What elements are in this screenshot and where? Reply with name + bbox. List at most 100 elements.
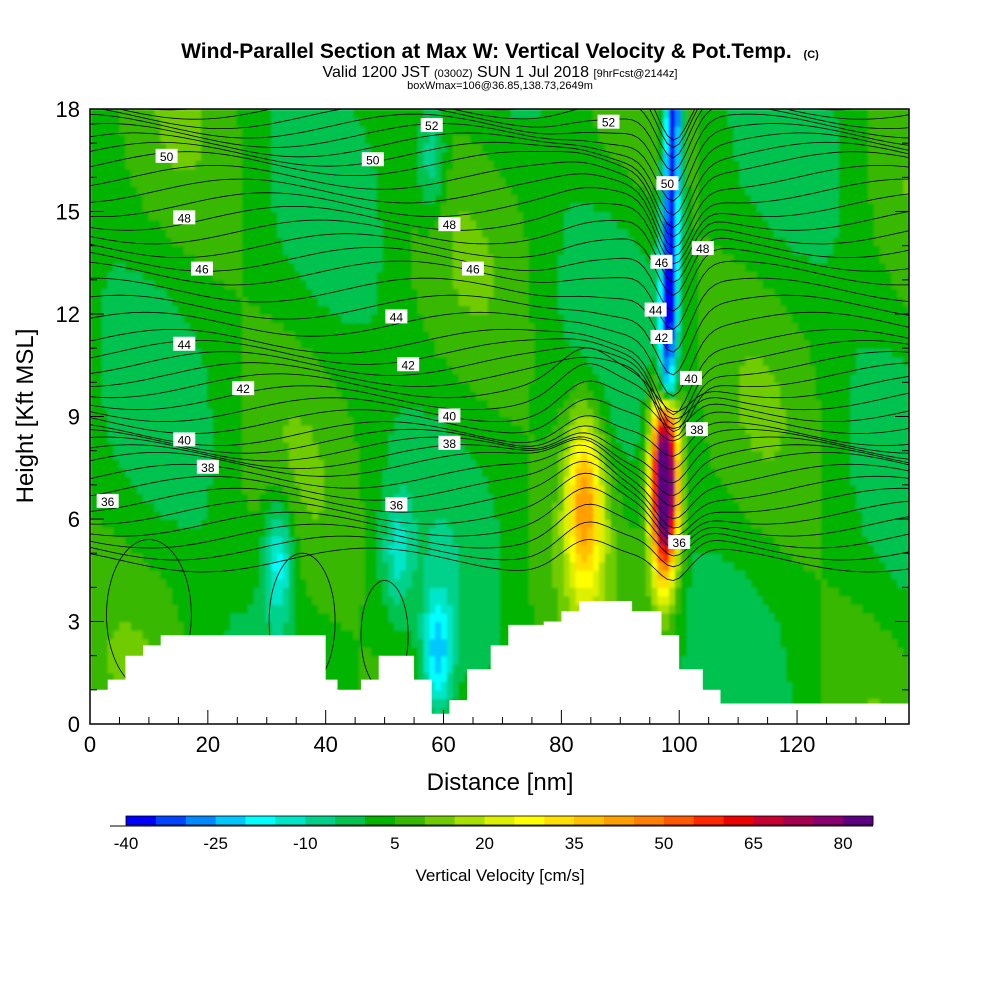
velocity-cell <box>598 493 606 503</box>
velocity-cell <box>663 595 670 606</box>
velocity-cell <box>522 561 530 571</box>
velocity-cell <box>704 433 711 443</box>
velocity-cell <box>639 536 647 546</box>
velocity-cell <box>786 698 793 708</box>
velocity-cell <box>411 587 419 597</box>
velocity-cell <box>394 527 401 537</box>
velocity-cell <box>195 604 202 614</box>
velocity-cell <box>569 416 577 426</box>
velocity-cell <box>797 664 805 674</box>
velocity-cell <box>879 604 887 614</box>
velocity-cell <box>891 570 898 580</box>
velocity-cell <box>353 630 360 640</box>
velocity-cell <box>218 501 226 512</box>
velocity-cell <box>686 553 694 563</box>
velocity-cell <box>207 510 214 520</box>
velocity-cell <box>756 578 764 588</box>
velocity-cell <box>715 519 723 529</box>
velocity-cell <box>207 501 214 512</box>
velocity-cell <box>873 450 881 460</box>
velocity-cell <box>797 527 805 537</box>
velocity-cell <box>347 612 354 623</box>
velocity-cell <box>546 510 553 520</box>
velocity-cell <box>359 484 366 494</box>
velocity-cell <box>903 587 909 597</box>
velocity-cell <box>639 595 647 606</box>
velocity-cell <box>569 553 577 563</box>
velocity-cell <box>534 484 542 494</box>
velocity-cell <box>493 459 501 469</box>
velocity-cell <box>698 621 705 631</box>
velocity-cell <box>435 689 442 699</box>
velocity-cell <box>154 493 161 503</box>
velocity-cell <box>850 672 857 682</box>
velocity-cell <box>130 630 138 640</box>
velocity-cell <box>499 433 506 443</box>
velocity-cell <box>680 638 688 648</box>
velocity-cell <box>101 544 109 554</box>
velocity-cell <box>645 476 653 486</box>
velocity-cell <box>832 655 840 665</box>
velocity-cell <box>552 570 559 580</box>
velocity-cell <box>283 519 290 529</box>
velocity-cell <box>575 425 582 435</box>
velocity-cell <box>177 570 185 580</box>
velocity-cell <box>692 459 699 469</box>
velocity-cell <box>265 621 272 631</box>
velocity-cell <box>751 672 758 682</box>
velocity-cell <box>499 587 506 597</box>
velocity-cell <box>201 484 208 494</box>
velocity-cell <box>739 450 746 460</box>
velocity-cell <box>879 638 887 648</box>
velocity-cell <box>341 570 348 580</box>
velocity-cell <box>745 621 752 631</box>
velocity-cell <box>569 544 577 554</box>
velocity-cell <box>499 501 506 512</box>
velocity-cell <box>335 484 343 494</box>
velocity-cell <box>897 638 904 648</box>
velocity-cell <box>756 638 764 648</box>
velocity-cell <box>353 647 360 657</box>
velocity-cell <box>417 664 425 674</box>
velocity-cell <box>288 570 296 580</box>
velocity-cell <box>405 467 413 477</box>
velocity-cell <box>277 621 284 631</box>
velocity-cell <box>107 621 114 631</box>
velocity-cell <box>546 433 553 443</box>
velocity-cell <box>522 476 530 486</box>
velocity-cell <box>844 442 852 452</box>
velocity-cell <box>891 595 898 606</box>
velocity-cell <box>148 450 155 460</box>
velocity-cell <box>587 433 594 443</box>
velocity-cell <box>675 527 682 537</box>
velocity-cell <box>388 519 395 529</box>
velocity-cell <box>698 561 705 571</box>
velocity-cell <box>803 442 811 452</box>
velocity-cell <box>838 519 846 529</box>
velocity-cell <box>832 544 840 554</box>
velocity-cell <box>283 570 290 580</box>
velocity-cell <box>856 433 863 443</box>
velocity-cell <box>353 570 360 580</box>
velocity-cell <box>680 450 688 460</box>
velocity-cell <box>481 459 489 469</box>
velocity-cell <box>721 561 729 571</box>
velocity-cell <box>119 647 126 657</box>
velocity-cell <box>271 501 278 512</box>
velocity-cell <box>868 638 875 648</box>
velocity-cell <box>511 578 518 588</box>
velocity-cell <box>435 647 442 657</box>
velocity-cell <box>300 519 308 529</box>
velocity-cell <box>195 416 202 426</box>
velocity-cell <box>347 476 354 486</box>
velocity-cell <box>130 450 138 460</box>
velocity-cell <box>318 476 325 486</box>
velocity-cell <box>271 467 278 477</box>
velocity-cell <box>792 425 799 435</box>
velocity-cell <box>587 561 594 571</box>
velocity-cell <box>868 672 875 682</box>
velocity-cell <box>756 587 764 597</box>
velocity-cell <box>780 561 787 571</box>
velocity-cell <box>733 467 740 477</box>
velocity-cell <box>885 501 893 512</box>
